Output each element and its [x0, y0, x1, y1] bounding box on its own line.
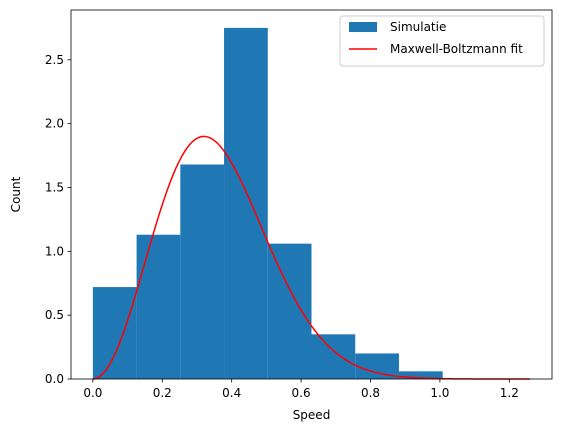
histogram-bar-2: [136, 234, 181, 379]
histogram-bar-7: [355, 353, 399, 379]
y-tick-label: 1.0: [45, 244, 64, 258]
x-tick-label: 0.0: [83, 386, 102, 400]
y-tick-label: 0.5: [45, 308, 64, 322]
y-tick-label: 2.0: [45, 117, 64, 131]
x-axis-label: Speed: [293, 408, 331, 422]
legend-label-fit: Maxwell-Boltzmann fit: [390, 42, 523, 56]
y-tick-label: 0.0: [45, 372, 64, 386]
x-tick-label: 0.4: [222, 386, 241, 400]
x-axis-ticks: 0.0 0.2 0.4 0.6 0.8 1.0 1.2: [83, 379, 519, 400]
histogram-bar-3: [180, 164, 225, 379]
axes-frame: [70, 9, 553, 380]
x-tick-label: 0.8: [361, 386, 380, 400]
histogram-bar-8: [398, 371, 443, 379]
histogram-bar-1: [92, 287, 137, 379]
y-axis-label: Count: [9, 176, 23, 212]
y-axis-ticks: 0.0 0.5 1.0 1.5 2.0 2.5: [45, 53, 71, 386]
legend-label-simulatie: Simulatie: [390, 20, 446, 34]
x-tick-label: 0.6: [292, 386, 311, 400]
histogram-bar-4: [224, 27, 268, 380]
histogram-bar-6: [311, 334, 356, 379]
y-tick-label: 2.5: [45, 53, 64, 67]
histogram-bar-5: [267, 243, 312, 379]
x-tick-label: 1.0: [430, 386, 449, 400]
y-tick-label: 1.5: [45, 180, 64, 194]
histogram-bars: [92, 27, 443, 380]
x-tick-label: 1.2: [500, 386, 519, 400]
legend-box: [339, 15, 545, 67]
legend: Simulatie Maxwell-Boltzmann fit: [339, 15, 545, 67]
x-tick-label: 0.2: [153, 386, 172, 400]
legend-swatch-simulatie: [349, 22, 377, 32]
